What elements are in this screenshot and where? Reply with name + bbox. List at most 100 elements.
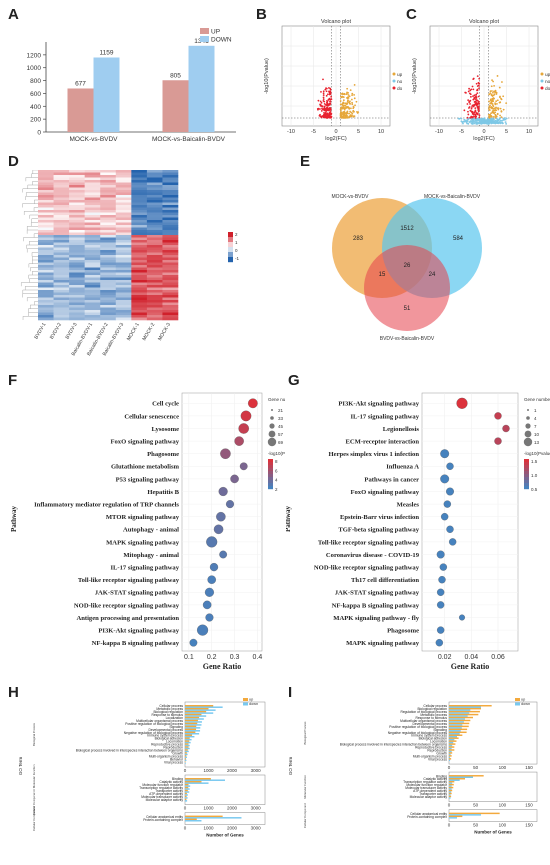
scale-swatch — [228, 242, 233, 248]
heatmap-cell — [146, 277, 163, 281]
legend-swatch — [540, 72, 544, 76]
size-legend-dot — [271, 409, 273, 411]
point-nodiff — [483, 117, 485, 120]
heatmap-cell — [100, 210, 117, 213]
heatmap-cell — [131, 180, 148, 183]
heatmap-cell — [84, 235, 101, 238]
heatmap-cell — [146, 282, 163, 286]
heatmap-cell — [38, 267, 54, 271]
heatmap-cell — [69, 262, 85, 266]
heatmap-cell — [162, 310, 179, 313]
point-up — [346, 91, 348, 94]
point-down — [327, 99, 330, 101]
bar-chart-degs: 0 200 400 600 800 1000 1200 677 1159 MOCK-vs-BVDV… — [27, 28, 236, 143]
point-down — [478, 87, 480, 90]
bubble-point — [502, 424, 510, 433]
heatmap-cell — [115, 247, 132, 251]
heatmap-cell — [100, 222, 117, 226]
heatmap-cell — [100, 197, 117, 201]
heatmap-cell — [131, 292, 148, 296]
color-legend-title: -log10(Pvalue) — [524, 451, 550, 456]
heatmap-cell — [131, 250, 148, 253]
point-nodiff — [476, 119, 479, 122]
heatmap-cell — [84, 192, 101, 196]
bar-up — [449, 746, 455, 748]
heatmap-cell — [115, 260, 132, 263]
bar-down — [185, 762, 186, 764]
point-up — [346, 87, 349, 90]
heatmap-cell — [53, 217, 70, 221]
heatmap-cell — [131, 235, 148, 238]
bar-up — [449, 710, 480, 713]
heatmap-cell — [69, 227, 85, 231]
y-tick-label: 800 — [30, 78, 41, 85]
heatmap-cell — [84, 200, 101, 203]
point-nodiff — [496, 122, 499, 125]
bar-up — [185, 713, 202, 716]
heatmap-cell — [100, 235, 117, 238]
point-down — [328, 103, 331, 106]
bubble-point — [494, 437, 502, 445]
heatmap-cell — [69, 235, 85, 238]
bar-down — [449, 797, 451, 799]
y-axis-label: Pathway — [10, 505, 18, 532]
x-tick-label: 0 — [482, 129, 485, 135]
heatmap-cell — [115, 290, 132, 293]
heatmap-cell — [69, 317, 85, 321]
go-term-label: Cellular process — [159, 704, 183, 708]
heatmap-cell — [146, 222, 163, 226]
heatmap-cell — [146, 265, 163, 268]
heatmap-cell — [38, 207, 54, 211]
x-tick-label: 0.06 — [491, 654, 505, 661]
chart-title: Volcano plot — [321, 19, 351, 25]
heatmap-cell — [146, 252, 163, 256]
bar-down — [449, 785, 452, 787]
venn-count: 24 — [429, 272, 436, 278]
color-legend-swatch — [524, 471, 529, 475]
point-nodiff — [458, 117, 461, 120]
scale-swatch — [228, 247, 233, 253]
point-down — [322, 92, 325, 95]
heatmap-cell — [115, 192, 132, 196]
facet-label: Cellular Component — [303, 803, 307, 828]
heatmap-cell — [100, 187, 117, 191]
point-up — [495, 100, 498, 103]
heatmap-cell — [100, 287, 117, 291]
point-up — [342, 95, 344, 98]
data-label: 1159 — [100, 49, 114, 56]
heatmap-cell — [69, 287, 85, 291]
heatmap-cell — [69, 217, 85, 221]
size-legend-dot — [267, 437, 277, 447]
heatmap-cell — [115, 262, 132, 266]
point-down — [327, 104, 330, 107]
heatmap-cell — [146, 297, 163, 301]
point-up — [353, 97, 356, 100]
point-down — [322, 78, 324, 81]
heatmap-cell — [162, 280, 179, 283]
heatmap-cell — [162, 230, 179, 233]
heatmap-cell — [69, 195, 85, 198]
heatmap-cell — [131, 257, 148, 261]
heatmap-cell — [162, 200, 179, 203]
point-down — [476, 85, 479, 87]
bar-up — [185, 752, 187, 754]
bar-down — [185, 750, 189, 753]
color-legend-swatch — [524, 474, 529, 478]
heatmap-cell — [69, 302, 85, 306]
bubble-point — [436, 626, 445, 634]
point-up — [343, 114, 346, 117]
heatmap-cell — [100, 245, 117, 248]
heatmap-cell — [100, 227, 117, 231]
go-term-label: Metabolic process — [420, 713, 447, 717]
point-up — [499, 114, 502, 117]
heatmap-cell — [84, 305, 101, 308]
bar-up — [185, 731, 196, 734]
heatmap-cell — [38, 210, 54, 213]
heatmap-cell — [162, 255, 179, 258]
heatmap-cell — [69, 250, 85, 253]
bubble-point — [438, 576, 446, 584]
point-up — [353, 84, 356, 86]
venn-set-3 — [364, 245, 450, 331]
heatmap-cell — [69, 232, 85, 236]
heatmap-cell — [69, 247, 85, 251]
